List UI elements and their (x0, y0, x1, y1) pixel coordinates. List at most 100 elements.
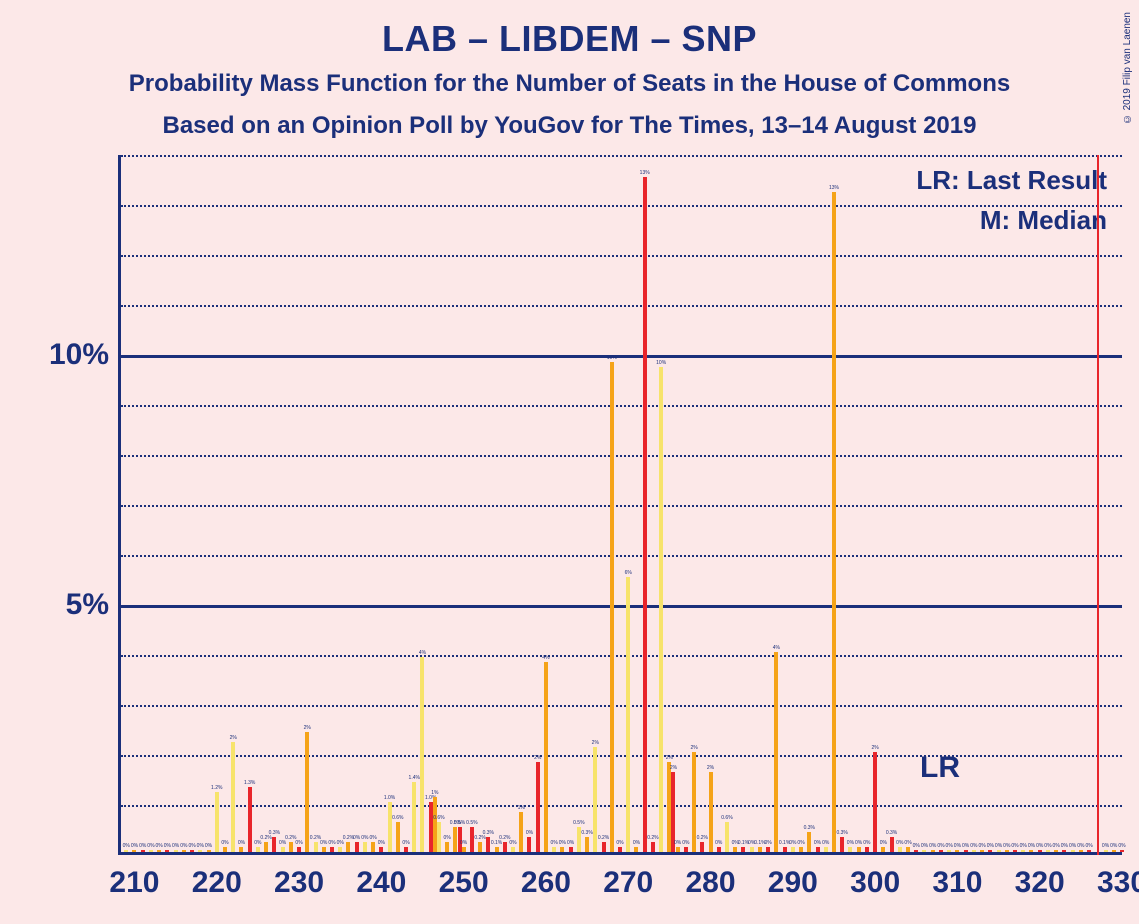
bar-red (569, 847, 573, 852)
bar-orange (305, 732, 309, 852)
bar-value-label: 0% (880, 840, 887, 846)
bar-orange (774, 652, 778, 852)
bar-value-label: 0% (1085, 843, 1092, 849)
x-tick-label: 260 (521, 866, 571, 900)
bar-yellow (552, 847, 556, 852)
bar-value-label: 0% (164, 843, 171, 849)
bar-value-label: 2% (707, 765, 714, 771)
bar-red (914, 850, 918, 853)
bar-yellow (725, 822, 729, 852)
gridline-major (121, 605, 1122, 608)
bar-yellow (898, 847, 902, 852)
bar-orange (980, 850, 984, 853)
bar-value-label: 0% (814, 840, 821, 846)
bar-value-label: 0% (674, 840, 681, 846)
bar-yellow (281, 847, 285, 852)
y-tick-label: 10% (49, 338, 109, 372)
bar-value-label: 6% (625, 570, 632, 576)
bar-red (865, 847, 869, 852)
bar-value-label: 0% (995, 843, 1002, 849)
bar-value-label: 0% (139, 843, 146, 849)
x-tick-label: 320 (1015, 866, 1065, 900)
gridline-minor (121, 205, 1122, 207)
bar-red (379, 847, 383, 852)
bar-orange (709, 772, 713, 852)
bar-red (404, 847, 408, 852)
bar-value-label: 0% (946, 843, 953, 849)
bar-red (1038, 850, 1042, 853)
bar-orange (371, 842, 375, 852)
bar-red (618, 847, 622, 852)
bar-yellow (626, 577, 630, 852)
bar-value-label: 0% (1110, 843, 1117, 849)
bar-orange (832, 192, 836, 852)
x-tick-label: 270 (603, 866, 653, 900)
bar-value-label: 0% (1069, 843, 1076, 849)
gridline-minor (121, 555, 1122, 557)
bar-orange (692, 752, 696, 852)
x-tick-label: 330 (1097, 866, 1139, 900)
bar-value-label: 0.2% (647, 835, 658, 841)
bar-value-label: 2% (534, 755, 541, 761)
bar-orange (857, 847, 861, 852)
bar-orange (807, 832, 811, 852)
x-tick-label: 240 (356, 866, 406, 900)
x-tick-label: 290 (768, 866, 818, 900)
bar-red (741, 847, 745, 852)
bar-value-label: 0.3% (581, 830, 592, 836)
bar-orange (289, 842, 293, 852)
bar-red (643, 177, 647, 852)
y-tick-label: 5% (66, 588, 109, 622)
bar-yellow (1046, 850, 1050, 853)
bar-value-label: 0% (444, 835, 451, 841)
bar-value-label: 4% (542, 655, 549, 661)
bar-orange (478, 842, 482, 852)
bar-orange (955, 850, 959, 853)
bar-yellow (437, 822, 441, 852)
bar-yellow (314, 842, 318, 852)
bar-value-label: 0% (715, 840, 722, 846)
bar-red (470, 827, 474, 852)
bar-value-label: 0% (765, 840, 772, 846)
copyright-text: © 2019 Filip van Laenen (1122, 12, 1133, 124)
bar-value-label: 2% (304, 725, 311, 731)
gridline-minor (121, 505, 1122, 507)
x-tick-label: 310 (932, 866, 982, 900)
gridline-minor (121, 255, 1122, 257)
bar-red (330, 847, 334, 852)
x-tick-label: 300 (850, 866, 900, 900)
bar-value-label: 1% (518, 805, 525, 811)
bar-value-label: 0% (353, 835, 360, 841)
bar-value-label: 0% (847, 840, 854, 846)
bar-value-label: 0.5% (466, 820, 477, 826)
bar-orange (906, 847, 910, 852)
bar-yellow (659, 367, 663, 852)
bar-red (486, 837, 490, 852)
bar-yellow (420, 657, 424, 852)
x-tick-label: 250 (439, 866, 489, 900)
bar-red (651, 842, 655, 852)
bar-orange (544, 662, 548, 852)
bar-value-label: 0% (205, 843, 212, 849)
bar-red (766, 847, 770, 852)
bar-value-label: 2% (690, 745, 697, 751)
bar-value-label: 0% (937, 843, 944, 849)
bar-red (783, 847, 787, 852)
chart-plot-area: 0%0%0%0%0%0%0%0%0%0%0%1.2%0%2%0%1.3%0%0.… (118, 155, 1122, 855)
last-result-line (1097, 155, 1099, 855)
bar-yellow (338, 847, 342, 852)
bar-red (840, 837, 844, 852)
bar-orange (758, 847, 762, 852)
bar-value-label: 1.4% (409, 775, 420, 781)
gridline-minor (121, 305, 1122, 307)
bar-value-label: 0% (822, 840, 829, 846)
bar-yellow (1071, 850, 1075, 853)
bar-value-label: 0% (1102, 843, 1109, 849)
bar-value-label: 4% (773, 645, 780, 651)
bar-value-label: 0% (460, 840, 467, 846)
bar-orange (182, 850, 186, 853)
bar-orange (322, 847, 326, 852)
bar-value-label: 2% (592, 740, 599, 746)
bar-value-label: 2% (871, 745, 878, 751)
bar-yellow (922, 850, 926, 853)
